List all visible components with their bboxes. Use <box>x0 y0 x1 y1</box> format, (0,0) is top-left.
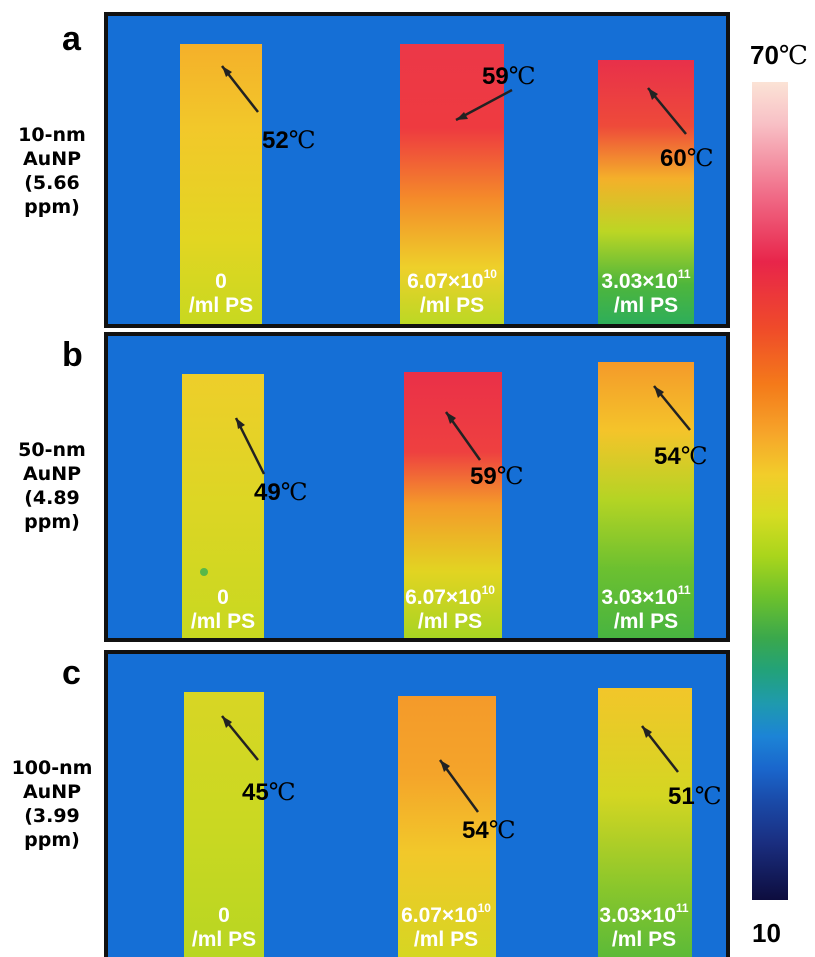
conc-label-c1: 0/ml PS <box>191 904 257 951</box>
temp-label-b1: 49℃ <box>254 478 308 506</box>
panel-letter-b: b <box>62 336 83 374</box>
strip-a2 <box>400 44 504 324</box>
conc-label-b3: 3.03×1011/ml PS <box>601 583 691 633</box>
conc-label-a2: 6.07×1010/ml PS <box>407 267 497 317</box>
panel-letter-a: a <box>62 20 81 58</box>
thermal-panel-b: 49℃ 59℃ 54℃ 0/ml PS 6.07×1010/ml PS 3.03… <box>104 332 730 642</box>
colorbar-min-label: 10 <box>752 918 781 948</box>
strip-c2 <box>398 696 496 957</box>
thermal-image-b <box>182 362 694 638</box>
temperature-colorbar <box>752 82 788 900</box>
temp-label-c1: 45℃ <box>242 778 296 806</box>
temp-label-c3: 51℃ <box>668 782 722 810</box>
colorbar-max-label: 70℃ <box>750 40 809 71</box>
conc-label-b1: 0/ml PS <box>190 586 256 633</box>
thermal-image-c <box>184 688 692 957</box>
thermal-image-a <box>180 44 694 324</box>
temp-label-c2: 54℃ <box>462 816 516 844</box>
temp-label-a1: 52℃ <box>262 126 316 154</box>
row-label-10nm: 10-nm AuNP (5.66 ppm) <box>18 124 86 218</box>
conc-label-c3: 3.03×1011/ml PS <box>599 901 689 951</box>
strip-b3 <box>598 362 694 638</box>
conc-label-b2: 6.07×1010/ml PS <box>405 583 495 633</box>
conc-label-a1: 0/ml PS <box>188 270 254 317</box>
panel-letter-c: c <box>62 654 81 692</box>
thermal-panel-c: 45℃ 54℃ 51℃ 0/ml PS 6.07×1010/ml PS 3.03… <box>104 650 730 957</box>
temp-label-b2: 59℃ <box>470 462 524 490</box>
temp-label-a3: 60℃ <box>660 144 714 172</box>
strip-c1 <box>184 692 264 957</box>
strip-a1 <box>180 44 262 324</box>
row-label-100nm: 100-nm AuNP (3.99 ppm) <box>11 757 93 851</box>
temp-label-a2: 59℃ <box>482 62 536 90</box>
conc-label-a3: 3.03×1011/ml PS <box>601 267 691 317</box>
strip-a3 <box>598 60 694 324</box>
conc-label-c2: 6.07×1010/ml PS <box>401 901 491 951</box>
thermal-panel-a: 52℃ 59℃ 60℃ 0/ml PS 6.07×1010/ml PS 3.03… <box>104 12 730 328</box>
temp-label-b3: 54℃ <box>654 442 708 470</box>
row-label-50nm: 50-nm AuNP (4.89 ppm) <box>18 439 86 533</box>
strip-b1 <box>182 374 264 638</box>
